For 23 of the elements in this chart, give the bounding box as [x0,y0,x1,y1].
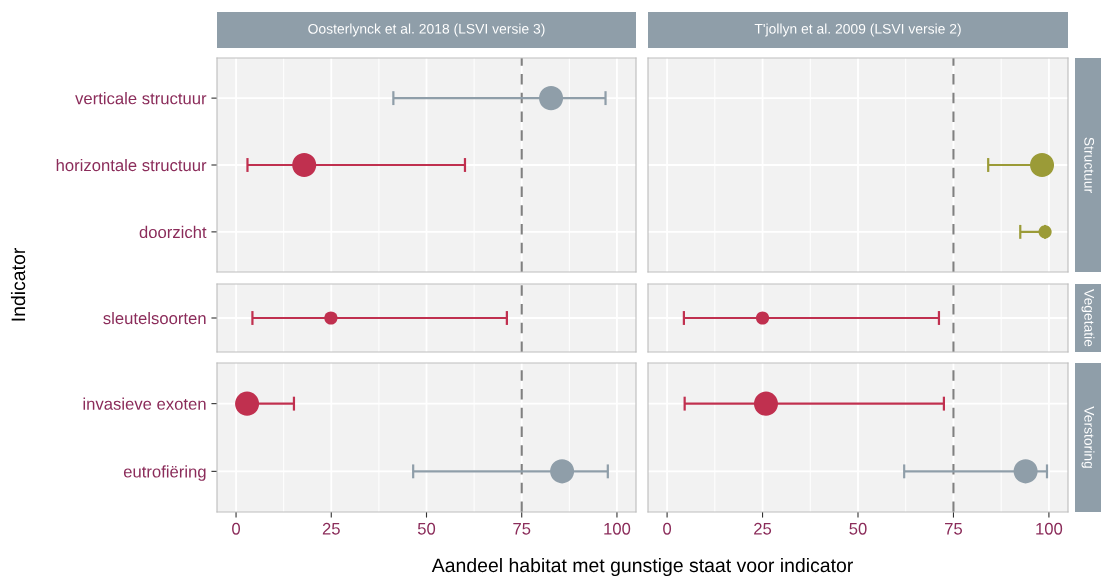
y2-axis-title: Vegetatie [1081,289,1095,347]
x-tick-label: 0 [232,522,241,535]
y-tick-label: eutrofiëring [123,465,206,481]
chart-title: Oosterlynck et al. 2018 (LSVI versie 3) [308,23,545,37]
y-tick-label: sleutelsoorten [103,311,206,325]
x-tick-label: 100 [1036,522,1063,535]
y-tick-label: horizontale structuur [56,158,207,172]
y2-axis-title: Verstoring [1081,406,1095,468]
chart-title: T'jollyn et al. 2009 (LSVI versie 2) [754,23,961,37]
x-axis-title: Aandeel habitat met gunstige staat voor indicator [431,557,853,577]
y-tick-label: verticale structuur [75,92,207,105]
x-tick-label: 100 [604,522,631,535]
x-tick-label: 75 [513,523,531,535]
x-tick-label: 50 [417,522,436,535]
y-tick-label: invasieve exoten [83,397,206,410]
y2-axis-title: Structuur [1084,137,1095,193]
y-axis-title: Indicator [10,248,26,321]
x-tick-label: 25 [754,522,772,535]
y-tick-label: doorzicht [139,225,207,239]
x-tick-label: 0 [663,522,672,535]
x-tick-label: 50 [849,522,867,535]
x-tick-label: 25 [322,522,340,535]
x-tick-label: 75 [945,523,963,535]
